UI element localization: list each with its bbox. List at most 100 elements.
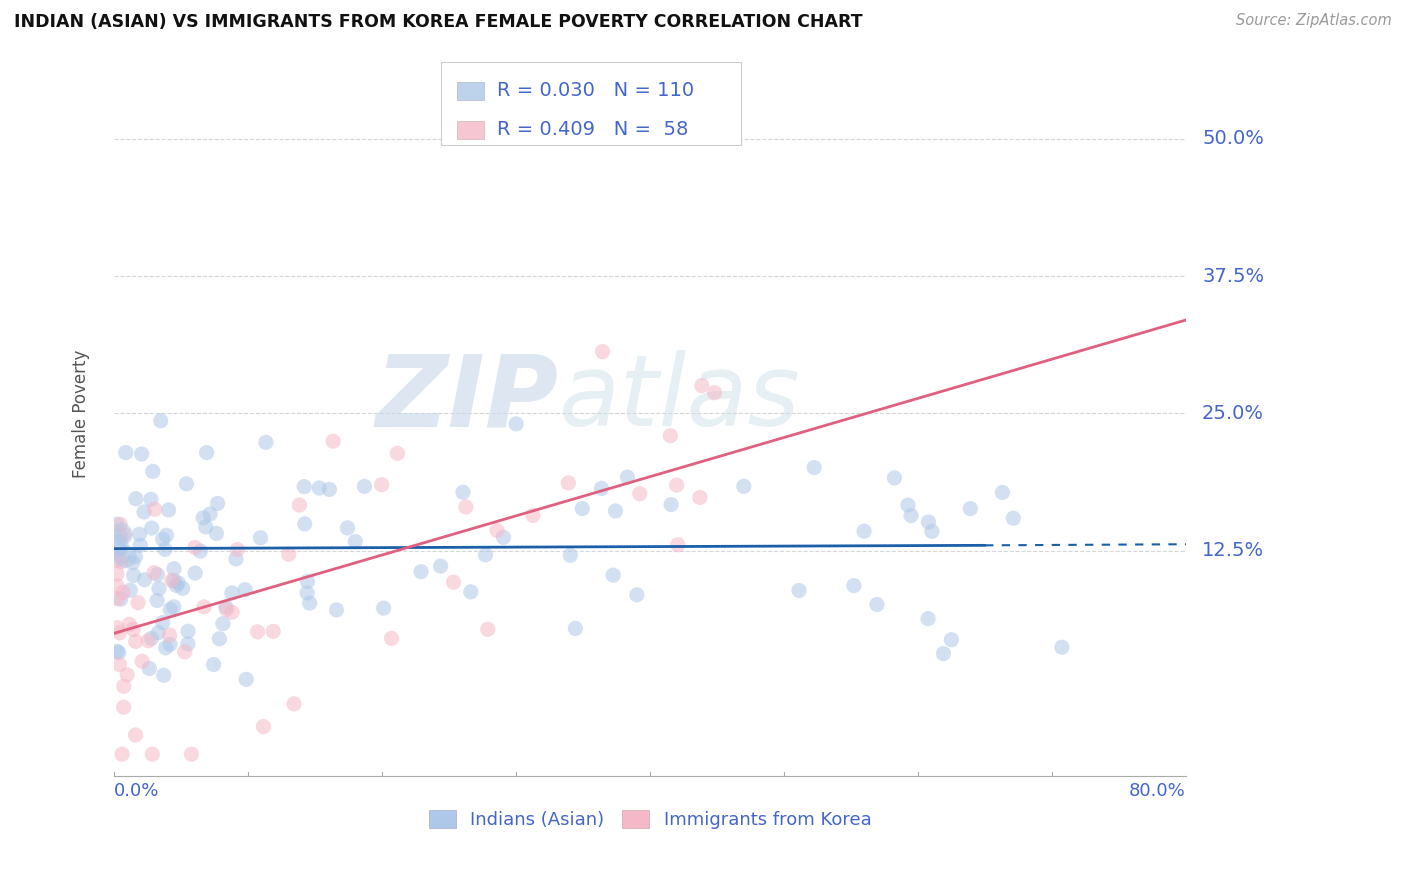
Point	[111, 747, 134, 762]
Point	[212, 616, 235, 631]
Point	[121, 556, 143, 570]
Point	[665, 478, 688, 492]
Point	[131, 447, 153, 461]
Point	[152, 668, 174, 682]
Point	[107, 646, 129, 660]
Point	[560, 548, 582, 562]
Point	[254, 435, 277, 450]
Point	[249, 531, 271, 545]
Point	[148, 582, 170, 596]
Point	[380, 632, 402, 646]
Point	[114, 549, 136, 564]
Point	[917, 611, 939, 625]
Point	[991, 485, 1014, 500]
Point	[883, 471, 905, 485]
Point	[292, 480, 315, 494]
Text: R = 0.409   N =  58: R = 0.409 N = 58	[496, 120, 689, 139]
Point	[221, 586, 243, 600]
Point	[176, 476, 198, 491]
Point	[900, 508, 922, 523]
Point	[344, 534, 367, 549]
Text: INDIAN (ASIAN) VS IMMIGRANTS FROM KOREA FEMALE POVERTY CORRELATION CHART: INDIAN (ASIAN) VS IMMIGRANTS FROM KOREA …	[14, 13, 863, 31]
Point	[474, 548, 496, 562]
Point	[429, 559, 451, 574]
Point	[141, 747, 163, 762]
Legend: Indians (Asian), Immigrants from Korea: Indians (Asian), Immigrants from Korea	[422, 802, 879, 836]
Point	[226, 542, 249, 557]
Point	[1050, 640, 1073, 655]
Point	[194, 520, 217, 534]
Point	[917, 515, 939, 529]
Point	[294, 516, 316, 531]
Point	[897, 498, 920, 512]
Point	[485, 523, 508, 537]
Point	[105, 579, 128, 593]
Point	[142, 464, 165, 478]
Point	[443, 575, 465, 590]
Point	[591, 482, 613, 496]
Point	[205, 526, 228, 541]
Point	[959, 501, 981, 516]
Point	[155, 640, 177, 655]
Point	[288, 498, 311, 512]
Point	[108, 541, 131, 556]
Point	[138, 661, 160, 675]
Point	[111, 550, 134, 565]
Point	[246, 624, 269, 639]
Point	[108, 625, 131, 640]
Point	[202, 657, 225, 672]
Point	[152, 532, 174, 546]
Point	[626, 588, 648, 602]
Point	[146, 593, 169, 607]
Point	[177, 624, 200, 639]
Point	[110, 517, 132, 532]
Point	[110, 555, 132, 569]
Point	[373, 601, 395, 615]
Point	[112, 527, 135, 541]
Point	[690, 378, 713, 392]
Point	[602, 568, 624, 582]
Point	[605, 504, 627, 518]
Point	[225, 552, 247, 566]
Point	[105, 644, 128, 658]
Point	[703, 385, 725, 400]
Point	[571, 501, 593, 516]
Point	[803, 460, 825, 475]
Point	[127, 596, 149, 610]
Point	[120, 583, 142, 598]
Point	[628, 487, 651, 501]
Point	[122, 568, 145, 582]
Point	[451, 485, 474, 500]
Point	[325, 603, 347, 617]
Point	[941, 632, 963, 647]
Point	[134, 573, 156, 587]
Point	[195, 445, 218, 459]
Point	[163, 562, 186, 576]
Point	[297, 574, 319, 589]
Point	[505, 417, 527, 431]
Point	[159, 637, 181, 651]
Point	[233, 582, 256, 597]
Point	[215, 599, 238, 614]
Point	[207, 496, 229, 510]
Point	[155, 528, 177, 542]
Point	[592, 344, 614, 359]
Point	[659, 498, 682, 512]
Point	[124, 728, 146, 742]
FancyBboxPatch shape	[457, 121, 484, 139]
Point	[353, 479, 375, 493]
Text: ZIP: ZIP	[375, 351, 560, 448]
FancyBboxPatch shape	[457, 82, 484, 100]
Point	[409, 565, 432, 579]
Point	[252, 720, 274, 734]
Point	[184, 541, 207, 555]
Text: 12.5%: 12.5%	[1202, 541, 1264, 560]
Point	[193, 599, 215, 614]
FancyBboxPatch shape	[441, 62, 741, 145]
Point	[522, 508, 544, 523]
Point	[149, 414, 172, 428]
Point	[180, 747, 202, 762]
Point	[148, 625, 170, 640]
Point	[221, 605, 243, 619]
Point	[733, 479, 755, 493]
